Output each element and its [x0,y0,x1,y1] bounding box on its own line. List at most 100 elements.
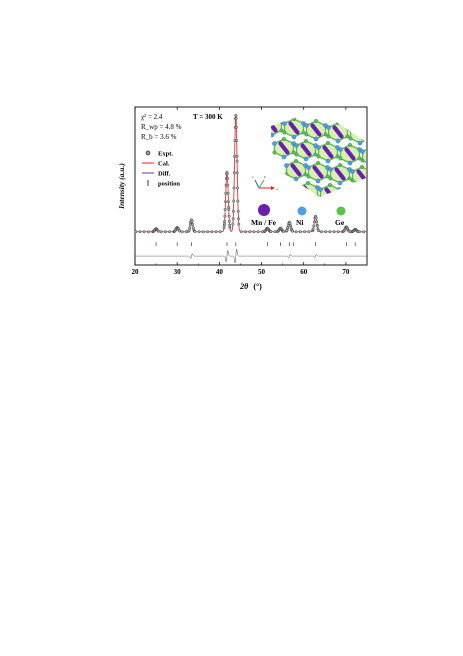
ni-atom [306,165,311,170]
ge-atom [416,191,420,195]
mn-fe-atom [344,147,356,161]
ni-atom [282,121,287,126]
ge-atom [395,183,399,187]
x-tick-label: 30 [174,268,182,276]
ge-atom [348,143,352,147]
ni-atom [371,211,375,215]
legend-expt-label: Expt. [158,151,173,158]
x-ticks-group: 20 30 40 50 60 70 [132,107,350,276]
expt-point [156,229,160,233]
ni-atom [382,151,386,155]
ge-atom [371,139,375,143]
ni-atom [372,205,376,209]
expt-point [223,214,227,218]
ge-atom [384,209,388,213]
triad-c-axis [254,179,260,189]
expt-point [239,230,243,234]
legend-position-label: position [158,181,180,188]
ni-label: Ni [296,218,304,227]
expt-point [191,223,195,227]
expt-point [190,219,194,223]
ge-atom [348,136,353,141]
ge-atom [316,161,320,165]
x-tick-label: 40 [216,268,224,276]
expt-point [142,230,146,234]
element-legend: Mn / Fe Ni Ge [251,204,346,227]
ni-atom [313,136,319,142]
ge-atom [394,189,398,193]
ni-atom [389,129,393,133]
ge-atom [385,203,389,207]
ni-atom [328,167,333,172]
expt-point [214,230,218,234]
expt-point [294,230,298,234]
ge-atom [350,178,355,183]
ni-atom [271,132,275,138]
expt-point [222,222,226,226]
ge-atom [426,205,430,209]
ni-atom [401,151,405,155]
triad-b-axis [258,179,265,189]
ge-atom [370,145,374,149]
ge-atom [294,159,298,163]
expt-point [231,209,235,213]
ge-atom [375,223,379,227]
ni-atom [384,227,388,231]
ge-atom [318,196,323,197]
ge-atom [328,176,333,181]
lattice-cage [372,127,391,145]
expt-point [248,230,252,234]
ni-atom [357,140,363,146]
mn-fe-atom [415,198,422,207]
ge-atom [304,139,308,143]
expt-point [256,230,260,234]
expt-point [357,230,361,234]
ni-atom [382,185,386,189]
ge-atom [291,150,296,155]
mn-fe-atom [271,119,278,133]
ge-atom [383,161,387,165]
expt-point [235,171,239,175]
expt-point [201,230,205,234]
x-tick-label: 50 [258,268,266,276]
ge-atom [306,181,310,185]
ge-atom [404,203,408,207]
expt-point [234,116,238,120]
ni-atom [372,171,376,175]
ge-atom [326,141,330,145]
expt-point [134,230,138,234]
ge-atom [428,213,432,217]
ni-atom [416,209,420,213]
triad-a-label: a [276,187,278,191]
expt-point [235,154,239,158]
ni-atom [337,180,343,186]
mn-fe-atom [383,216,390,225]
expt-point [210,230,214,234]
mn-fe-atom-icon [258,204,270,216]
expt-point [228,223,232,227]
experimental-points-group [134,113,366,234]
ge-atom [282,137,286,141]
mn-fe-atom [300,143,312,157]
mn-fe-atom [393,196,400,205]
expt-point [224,191,228,195]
ge-atom [335,154,340,159]
bragg-positions-group [155,242,356,246]
expt-point [282,230,285,233]
expt-point [312,224,316,228]
expt-point [227,219,231,223]
x-tick-label: 20 [132,268,140,276]
ge-atom [357,156,362,161]
ge-atom [282,130,287,135]
ni-atom [394,207,398,211]
ge-atom [370,179,374,183]
ni-atom [360,149,365,154]
expt-point [225,172,229,176]
expt-point [226,191,230,195]
expt-point [286,224,290,228]
ge-atom [414,183,418,187]
triad-a-arrowhead [271,186,275,190]
ge-atom [279,128,284,133]
mn-fe-label: Mn / Fe [251,218,277,227]
mn-fe-atom [312,165,324,179]
